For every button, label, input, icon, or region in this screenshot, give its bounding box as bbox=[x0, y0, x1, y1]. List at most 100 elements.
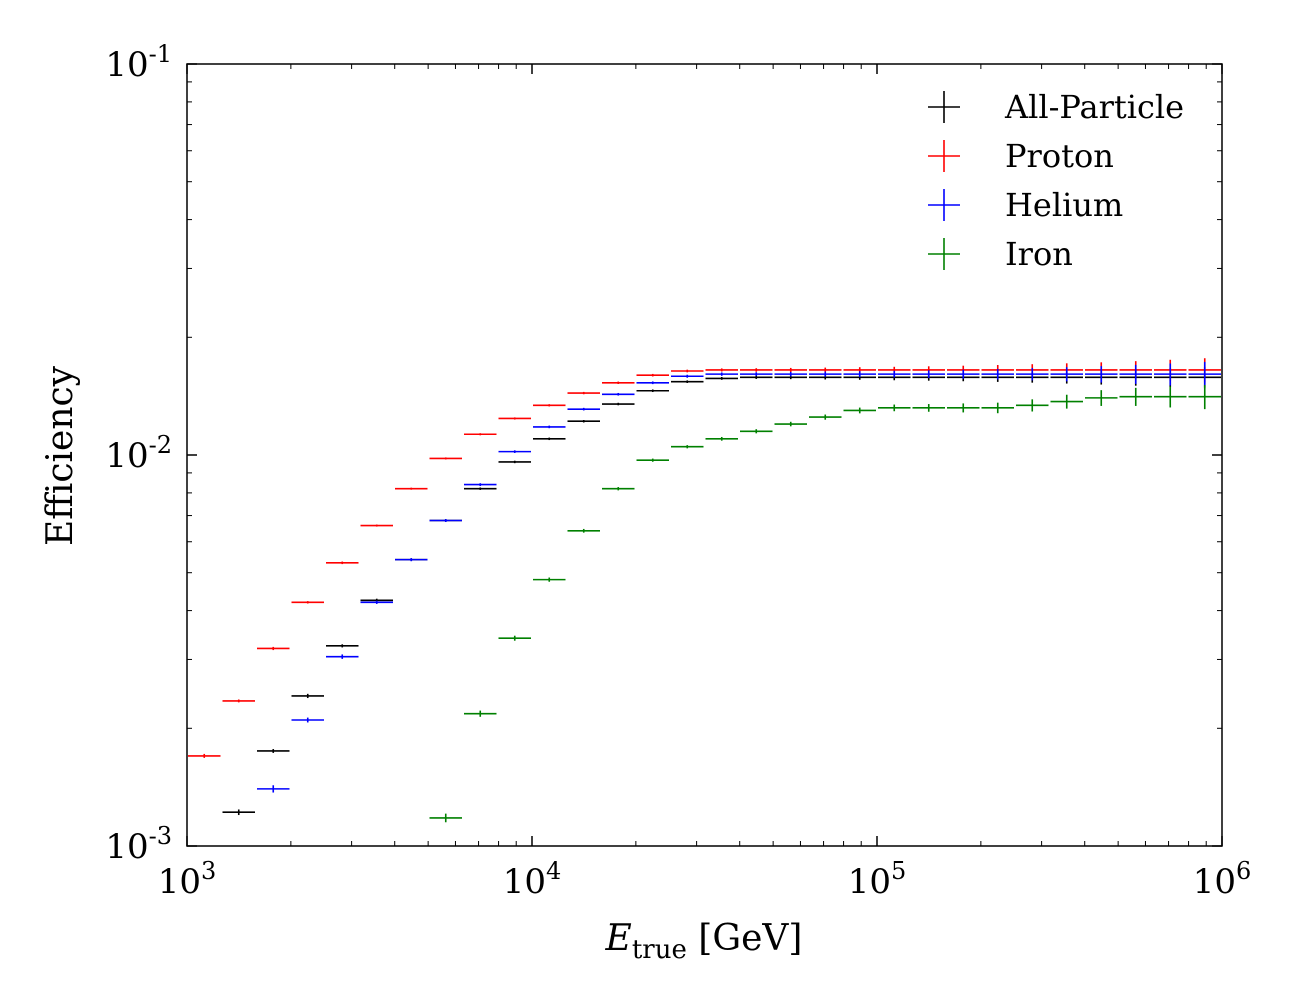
data-point bbox=[774, 371, 807, 377]
data-point bbox=[498, 460, 531, 464]
data-point bbox=[1188, 385, 1221, 410]
x-tick-base: 10 bbox=[158, 862, 201, 902]
data-point bbox=[602, 392, 635, 396]
data-point bbox=[533, 425, 566, 429]
data-point bbox=[257, 646, 290, 651]
data-point bbox=[705, 372, 738, 376]
data-point bbox=[912, 370, 945, 379]
series-layer bbox=[188, 358, 1221, 823]
data-point bbox=[326, 561, 359, 565]
data-point bbox=[671, 369, 704, 373]
y-tick-labels: 10-310-210-1 bbox=[105, 40, 172, 867]
data-point bbox=[843, 371, 876, 378]
data-point bbox=[809, 371, 842, 377]
x-tick-base: 10 bbox=[1193, 862, 1236, 902]
data-point bbox=[671, 380, 704, 384]
data-point bbox=[464, 433, 497, 436]
data-point bbox=[464, 710, 497, 717]
data-point bbox=[981, 368, 1014, 380]
data-point bbox=[291, 601, 324, 604]
series-helium bbox=[257, 361, 1221, 793]
y-tick-exp: -2 bbox=[149, 431, 172, 459]
data-point bbox=[395, 487, 428, 490]
data-point bbox=[498, 635, 531, 641]
data-point bbox=[636, 458, 669, 462]
data-point bbox=[395, 558, 428, 562]
data-point bbox=[533, 404, 566, 407]
x-tick-base: 10 bbox=[503, 862, 546, 902]
y-tick-label: 10-2 bbox=[105, 431, 172, 476]
y-tick-label: 10-3 bbox=[105, 822, 172, 867]
x-tick-exp: 4 bbox=[546, 857, 561, 885]
y-tick-exp: -3 bbox=[149, 822, 172, 850]
data-point bbox=[291, 717, 324, 723]
x-tick-exp: 5 bbox=[891, 857, 906, 885]
x-tick-label: 105 bbox=[848, 857, 907, 902]
y-tick-exp: -1 bbox=[149, 40, 172, 68]
y-axis-label: Efficiency bbox=[40, 365, 81, 546]
data-point bbox=[1154, 363, 1187, 386]
data-point bbox=[809, 367, 842, 373]
plot-frame bbox=[186, 63, 1223, 847]
data-point bbox=[188, 753, 221, 758]
data-point bbox=[222, 809, 255, 816]
data-point bbox=[567, 419, 600, 423]
x-tick-exp: 6 bbox=[1236, 857, 1251, 885]
data-point bbox=[740, 375, 773, 379]
data-point bbox=[705, 368, 738, 372]
data-point bbox=[636, 381, 669, 385]
data-point bbox=[636, 373, 669, 377]
data-point bbox=[533, 577, 566, 582]
series-iron bbox=[429, 385, 1221, 823]
data-point bbox=[774, 367, 807, 373]
data-point bbox=[360, 600, 393, 604]
y-tick-base: 10 bbox=[105, 827, 148, 867]
legend-label: Proton bbox=[1005, 137, 1114, 175]
data-point bbox=[947, 369, 980, 379]
legend-item-helium: Helium bbox=[928, 186, 1123, 224]
x-axis-label-sub: true bbox=[632, 935, 687, 965]
x-axis-label-unit: [GeV] bbox=[687, 918, 803, 959]
data-point bbox=[567, 407, 600, 411]
data-point bbox=[671, 445, 704, 449]
x-axis-label: Etrue [GeV] bbox=[605, 918, 803, 965]
data-point bbox=[981, 402, 1014, 414]
data-point bbox=[360, 524, 393, 527]
y-tick-base: 10 bbox=[105, 436, 148, 476]
data-point bbox=[464, 483, 497, 487]
data-point bbox=[1085, 366, 1118, 383]
data-point bbox=[947, 403, 980, 413]
data-point bbox=[257, 785, 290, 793]
data-point bbox=[878, 404, 911, 412]
data-point bbox=[774, 421, 807, 427]
data-point bbox=[843, 407, 876, 414]
data-point bbox=[705, 436, 738, 441]
y-tick-base: 10 bbox=[105, 45, 148, 85]
data-point bbox=[1119, 364, 1152, 384]
data-point bbox=[1050, 367, 1083, 382]
data-point bbox=[1188, 361, 1221, 388]
data-point bbox=[1016, 368, 1049, 381]
x-tick-label: 103 bbox=[158, 857, 217, 902]
data-point bbox=[602, 402, 635, 406]
legend-label: Helium bbox=[1005, 186, 1123, 224]
data-point bbox=[1154, 386, 1187, 408]
data-point bbox=[429, 813, 462, 823]
legend-item-proton: Proton bbox=[928, 137, 1114, 175]
data-point bbox=[671, 374, 704, 378]
data-point bbox=[809, 414, 842, 420]
legend-item-iron: Iron bbox=[928, 235, 1073, 273]
x-tick-exp: 3 bbox=[201, 857, 216, 885]
data-point bbox=[429, 518, 462, 522]
data-point bbox=[1119, 387, 1152, 406]
data-point bbox=[567, 528, 600, 533]
data-point bbox=[1085, 390, 1118, 406]
data-point bbox=[429, 457, 462, 460]
data-point bbox=[498, 417, 531, 420]
legend: All-Particle Proton Helium Iron bbox=[928, 88, 1184, 273]
data-point bbox=[326, 654, 359, 659]
data-point bbox=[326, 644, 359, 648]
data-point bbox=[1016, 399, 1049, 412]
data-point bbox=[498, 450, 531, 453]
